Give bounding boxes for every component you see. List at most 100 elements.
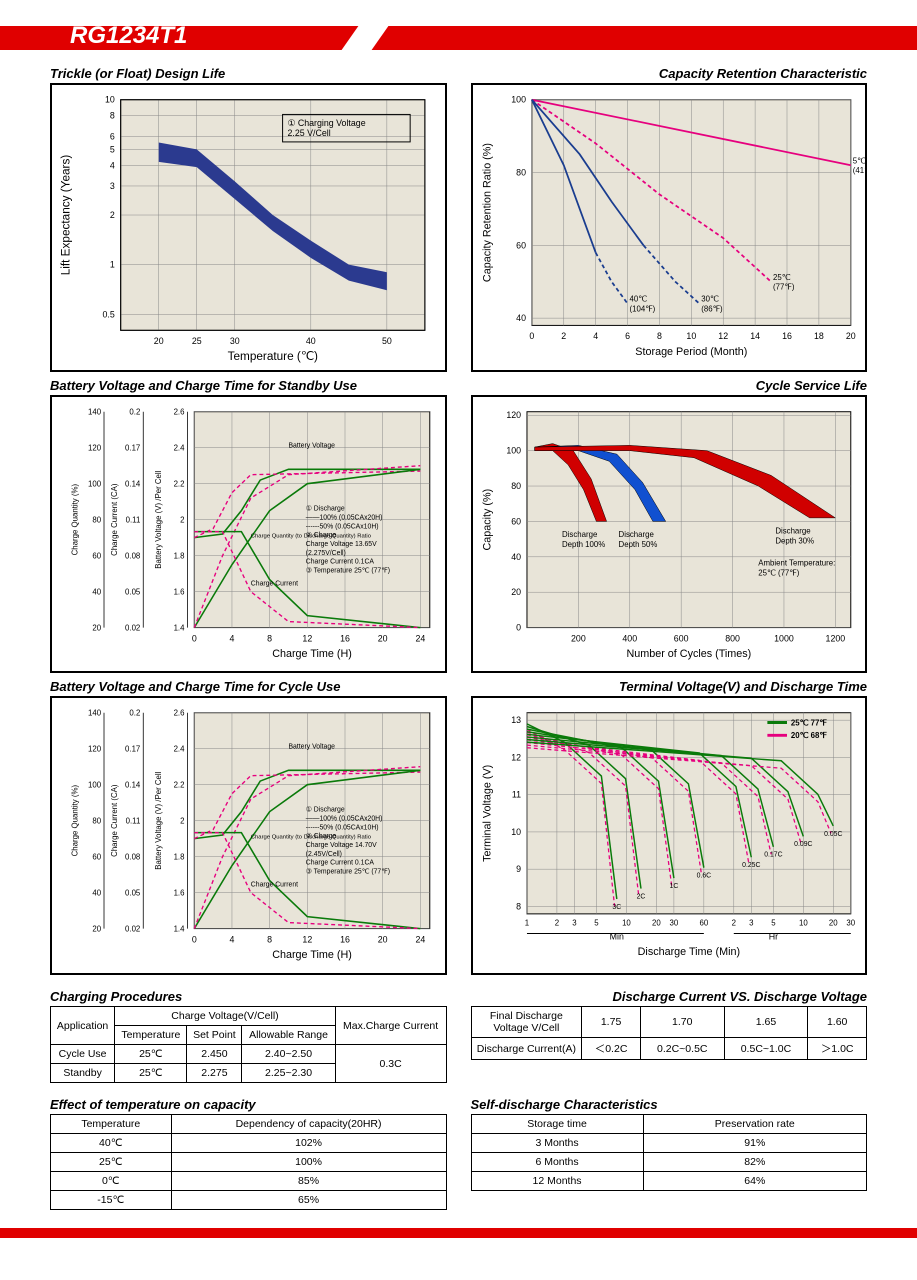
svg-text:Charge Voltage 14.70V: Charge Voltage 14.70V <box>306 842 377 849</box>
svg-text:Charge Current 0.1CA: Charge Current 0.1CA <box>306 558 375 565</box>
svg-text:4: 4 <box>110 160 115 170</box>
svg-text:3: 3 <box>749 919 754 928</box>
svg-text:5℃(41℉): 5℃(41℉) <box>852 156 865 175</box>
svg-text:3C: 3C <box>612 904 621 911</box>
svg-text:0.02: 0.02 <box>125 623 140 632</box>
svg-text:40: 40 <box>92 587 101 596</box>
svg-text:0.17C: 0.17C <box>764 852 782 859</box>
svg-text:16: 16 <box>340 935 350 945</box>
svg-text:2.6: 2.6 <box>174 407 186 416</box>
svg-text:① Discharge: ① Discharge <box>306 806 345 814</box>
svg-text:0.02: 0.02 <box>125 925 140 934</box>
table-row: 40℃102% <box>51 1134 447 1153</box>
cyclelife-chart: 20040060080010001200020406080100120Disch… <box>471 395 868 674</box>
svg-text:12: 12 <box>302 633 312 643</box>
svg-text:13: 13 <box>511 715 521 725</box>
svg-text:20: 20 <box>378 935 388 945</box>
svg-text:Charge Time (H): Charge Time (H) <box>272 648 352 660</box>
svg-text:18: 18 <box>813 331 823 341</box>
cp-head-max: Max.Charge Current <box>335 1007 446 1045</box>
svg-text:60: 60 <box>92 551 101 560</box>
svg-text:140: 140 <box>88 709 102 718</box>
svg-text:Temperature (℃): Temperature (℃) <box>228 350 318 363</box>
svg-text:0.6C: 0.6C <box>696 873 711 880</box>
svg-text:40: 40 <box>306 336 316 346</box>
svg-text:8: 8 <box>110 111 115 121</box>
svg-text:3: 3 <box>110 181 115 191</box>
svg-text:60: 60 <box>92 853 101 862</box>
svg-text:Charge Quantity (%): Charge Quantity (%) <box>71 483 80 555</box>
svg-text:60: 60 <box>511 516 521 526</box>
svg-text:0: 0 <box>192 935 197 945</box>
svg-text:80: 80 <box>516 167 526 177</box>
svg-text:------50% (0.05CAx10H): ------50% (0.05CAx10H) <box>306 825 379 832</box>
table-row: -15℃65% <box>51 1191 447 1210</box>
trickle-title: Trickle (or Float) Design Life <box>50 66 447 81</box>
svg-text:120: 120 <box>88 745 102 754</box>
table-row: 12 Months64% <box>471 1172 867 1191</box>
svg-text:0.14: 0.14 <box>125 781 141 790</box>
svg-text:600: 600 <box>673 633 688 643</box>
svg-text:8: 8 <box>267 633 272 643</box>
svg-text:2C: 2C <box>636 894 645 901</box>
svg-text:60: 60 <box>699 919 708 928</box>
table-row: 25℃100% <box>51 1153 447 1172</box>
svg-text:0.11: 0.11 <box>126 817 141 826</box>
svg-text:2: 2 <box>561 331 566 341</box>
standby-chart: 0481216202420406080100120140Charge Quant… <box>50 395 447 674</box>
svg-text:Charge Time (H): Charge Time (H) <box>272 949 352 961</box>
terminal-chart: 89101112131235102030602351020303C2C1C0.6… <box>471 696 868 975</box>
svg-text:0: 0 <box>192 633 197 643</box>
svg-text:0.2: 0.2 <box>129 709 140 718</box>
svg-text:10: 10 <box>622 919 631 928</box>
svg-text:——100% (0.05CAx20H): ——100% (0.05CAx20H) <box>306 514 383 521</box>
table-row: 6 Months82% <box>471 1153 867 1172</box>
svg-text:2: 2 <box>731 919 735 928</box>
svg-text:2: 2 <box>180 515 184 524</box>
svg-text:10: 10 <box>686 331 696 341</box>
svg-text:0.14: 0.14 <box>125 479 141 488</box>
svg-text:2: 2 <box>110 210 115 220</box>
svg-text:0.08: 0.08 <box>125 551 141 560</box>
svg-text:100: 100 <box>88 479 102 488</box>
svg-text:5: 5 <box>594 919 599 928</box>
svg-text:9: 9 <box>516 864 521 874</box>
table-row: Discharge Current(A) ＜0.2C 0.2C~0.5C 0.5… <box>471 1038 867 1060</box>
svg-text:1.6: 1.6 <box>174 889 186 898</box>
svg-text:5: 5 <box>771 919 776 928</box>
svg-text:——100% (0.05CAx20H): ——100% (0.05CAx20H) <box>306 816 383 823</box>
cp-head-app: Application <box>51 1007 115 1045</box>
svg-text:① Discharge: ① Discharge <box>306 504 345 512</box>
svg-text:12: 12 <box>718 331 728 341</box>
svg-text:20℃ 68℉: 20℃ 68℉ <box>790 732 826 741</box>
svg-text:0.25C: 0.25C <box>742 862 760 869</box>
cyclecharge-chart: 0481216202420406080100120140Charge Quant… <box>50 696 447 975</box>
cyclelife-title: Cycle Service Life <box>471 378 868 393</box>
svg-text:80: 80 <box>511 481 521 491</box>
svg-text:100: 100 <box>511 95 526 105</box>
svg-text:800: 800 <box>725 633 740 643</box>
svg-text:0.09C: 0.09C <box>794 842 812 849</box>
svg-text:140: 140 <box>88 407 102 416</box>
svg-text:2: 2 <box>180 817 184 826</box>
svg-text:3: 3 <box>572 919 577 928</box>
svg-text:(2.45V/Cell): (2.45V/Cell) <box>306 851 342 858</box>
svg-text:Battery Voltage (V) /Per Cell: Battery Voltage (V) /Per Cell <box>154 772 163 870</box>
tempcap-title: Effect of temperature on capacity <box>50 1097 447 1112</box>
svg-text:Battery Voltage: Battery Voltage <box>288 744 335 751</box>
svg-text:Charge Current (CA): Charge Current (CA) <box>110 784 119 857</box>
svg-text:2.4: 2.4 <box>174 443 186 452</box>
svg-text:Number of Cycles (Times): Number of Cycles (Times) <box>626 648 751 660</box>
table-row: Cycle Use 25℃ 2.450 2.40~2.50 0.3C <box>51 1045 447 1064</box>
svg-text:Charge Voltage 13.65V: Charge Voltage 13.65V <box>306 541 377 548</box>
svg-text:1.8: 1.8 <box>174 853 186 862</box>
svg-text:11: 11 <box>511 790 520 800</box>
charging-proc-table: Application Charge Voltage(V/Cell) Max.C… <box>50 1006 447 1083</box>
svg-text:2.6: 2.6 <box>174 709 186 718</box>
svg-text:10: 10 <box>511 827 521 837</box>
svg-text:0.05: 0.05 <box>125 587 141 596</box>
svg-text:DischargeDepth 50%: DischargeDepth 50% <box>618 530 657 549</box>
svg-text:Charge Current (CA): Charge Current (CA) <box>110 483 119 556</box>
svg-text:14: 14 <box>750 331 760 341</box>
table-row: 3 Months91% <box>471 1134 867 1153</box>
